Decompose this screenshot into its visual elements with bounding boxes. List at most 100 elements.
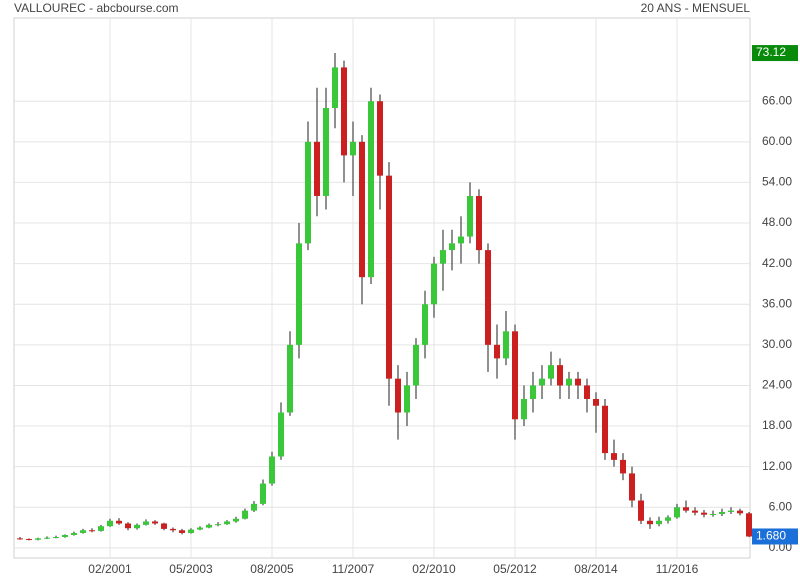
- y-tick-label: 18.00: [762, 418, 792, 432]
- candle-body: [710, 514, 716, 516]
- candle-body: [422, 304, 428, 345]
- candle-body: [665, 517, 671, 521]
- candle-body: [305, 141, 311, 244]
- candle-body: [260, 483, 266, 504]
- candle-body: [386, 175, 392, 379]
- candle-body: [170, 528, 176, 531]
- candle-body: [143, 521, 149, 525]
- plot-frame: [13, 17, 751, 559]
- candle-body: [503, 331, 509, 359]
- y-tick-label: 48.00: [762, 215, 792, 229]
- price-marker-label: 73.12: [756, 45, 786, 59]
- price-marker: [752, 528, 798, 545]
- chart-title: VALLOUREC - abcbourse.com: [14, 1, 179, 15]
- candle-body: [656, 520, 662, 525]
- candle-body: [620, 459, 626, 474]
- candle-body: [17, 538, 23, 540]
- candle-body: [404, 385, 410, 413]
- candle-body: [80, 530, 86, 533]
- candle-body: [521, 398, 527, 420]
- x-tick-label: 11/2016: [656, 562, 699, 576]
- candle-body: [368, 101, 374, 278]
- candle-body: [152, 521, 158, 524]
- y-tick-label: 30.00: [762, 337, 792, 351]
- candle-body: [89, 530, 95, 532]
- candle-body: [701, 512, 707, 515]
- candle-body: [287, 344, 293, 413]
- candle-body: [566, 378, 572, 386]
- candle-body: [458, 236, 464, 244]
- price-marker-label: 1.680: [756, 529, 786, 543]
- candle-body: [647, 520, 653, 525]
- candle-body: [125, 523, 131, 529]
- candle-body: [611, 453, 617, 460]
- candle-body: [161, 523, 167, 529]
- candle-body: [107, 520, 113, 527]
- candle-body: [206, 524, 212, 528]
- x-tick-label: 02/2001: [88, 562, 132, 576]
- candle-body: [116, 520, 122, 524]
- candle-body: [314, 141, 320, 196]
- chart-subtitle: 20 ANS - MENSUEL: [641, 1, 751, 15]
- candle-body: [242, 510, 248, 519]
- candle-body: [584, 385, 590, 399]
- candle-body: [719, 511, 725, 515]
- candle-body: [296, 243, 302, 345]
- candle-body: [746, 513, 752, 537]
- candle-body: [197, 527, 203, 530]
- price-marker: [752, 45, 798, 62]
- candle-body: [350, 141, 356, 156]
- candle-body: [530, 385, 536, 399]
- candle-body: [692, 510, 698, 513]
- candle-body: [638, 500, 644, 521]
- candle-body: [215, 524, 221, 526]
- candle-body: [224, 521, 230, 525]
- candle-body: [62, 534, 68, 538]
- candle-body: [188, 529, 194, 533]
- candle-body: [71, 532, 77, 535]
- y-tick-label: 66.00: [762, 93, 792, 107]
- candle-body: [35, 538, 41, 540]
- y-tick-label: 36.00: [762, 296, 792, 310]
- candle-body: [512, 331, 518, 420]
- x-tick-label: 05/2012: [493, 562, 537, 576]
- candle-body: [440, 250, 446, 264]
- candle-body: [53, 537, 59, 539]
- candle-body: [728, 510, 734, 512]
- candle-body: [341, 67, 347, 156]
- candle-body: [359, 141, 365, 278]
- candle-body: [26, 539, 32, 541]
- candle-body: [467, 195, 473, 237]
- candle-body: [395, 378, 401, 413]
- candle-body: [269, 456, 275, 484]
- candle-body: [593, 398, 599, 406]
- candle-body: [602, 405, 608, 454]
- candle-body: [98, 526, 104, 531]
- candle-body: [278, 412, 284, 457]
- candle-body: [494, 344, 500, 359]
- candle-body: [575, 378, 581, 386]
- candle-body: [134, 524, 140, 529]
- candle-body: [737, 510, 743, 514]
- y-tick-label: 42.00: [762, 256, 792, 270]
- candle-body: [413, 344, 419, 386]
- candle-body: [44, 537, 50, 539]
- candle-body: [557, 365, 563, 386]
- candle-body: [674, 507, 680, 518]
- y-tick-label: 54.00: [762, 175, 792, 189]
- candle-body: [449, 243, 455, 251]
- candle-body: [539, 378, 545, 386]
- candle-body: [233, 518, 239, 522]
- candle-body: [251, 503, 257, 511]
- candle-body: [179, 530, 185, 533]
- y-tick-label: 24.00: [762, 378, 792, 392]
- x-tick-label: 08/2014: [574, 562, 618, 576]
- candle-body: [476, 195, 482, 251]
- candle-body: [683, 507, 689, 511]
- x-tick-label: 08/2005: [250, 562, 294, 576]
- candle-body: [629, 473, 635, 501]
- y-tick-label: 6.00: [769, 499, 793, 513]
- candle-body: [548, 365, 554, 379]
- candle-body: [332, 67, 338, 108]
